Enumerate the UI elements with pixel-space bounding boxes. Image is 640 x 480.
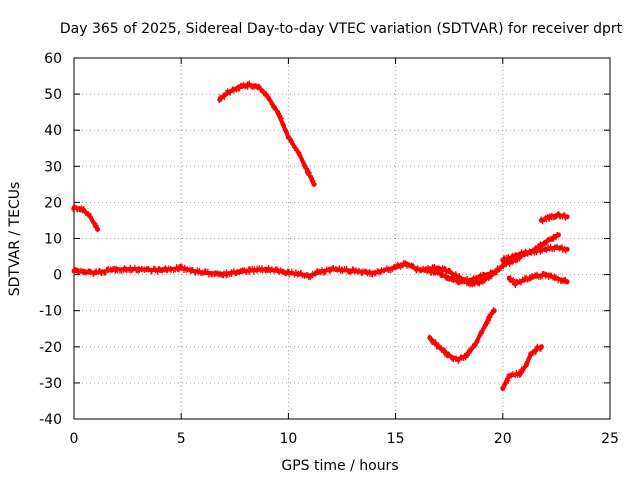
series-point-cloud <box>507 270 568 289</box>
y-tick-label: 30 <box>44 159 62 175</box>
x-tick-labels: 0 5 10 15 20 25 <box>70 431 619 447</box>
y-tick-label: 50 <box>44 87 62 103</box>
y-tick-label: -30 <box>39 376 62 392</box>
y-tick-label: 60 <box>44 51 62 67</box>
chart-title: Day 365 of 2025, Sidereal Day-to-day VTE… <box>60 21 623 37</box>
series-point-cloud <box>72 263 322 281</box>
y-tick-label: -40 <box>39 412 62 428</box>
series-arc-6 <box>427 307 497 364</box>
x-tick-label: 15 <box>387 431 405 447</box>
x-tick-label: 0 <box>70 431 79 447</box>
x-tick-label: 25 <box>601 431 619 447</box>
series-arc-8 <box>506 270 570 289</box>
x-tick-label: 10 <box>279 431 297 447</box>
series-point-cloud <box>500 343 543 392</box>
x-tick-label: 20 <box>494 431 512 447</box>
series-point-cloud <box>539 211 568 225</box>
y-tick-label: 20 <box>44 195 62 211</box>
grid-lines <box>74 58 610 419</box>
x-tick-label: 5 <box>177 431 186 447</box>
y-tick-label: 0 <box>53 268 62 284</box>
series-point-cloud <box>71 204 99 231</box>
series-point-cloud <box>500 243 568 264</box>
series-point-cloud <box>427 307 496 364</box>
tick-marks <box>73 57 611 420</box>
y-tick-label: -20 <box>39 340 62 356</box>
series-arc-3 <box>217 80 317 187</box>
series-arc-2 <box>71 263 324 281</box>
y-axis-label: SDTVAR / TECUs <box>7 182 23 297</box>
y-tick-label: 40 <box>44 123 62 139</box>
series-arc-9 <box>500 243 570 264</box>
data-series <box>71 80 570 392</box>
y-tick-labels: -40 -30 -20 -10 0 10 20 30 40 50 60 <box>39 51 62 428</box>
series-arc-7 <box>500 343 544 392</box>
series-arc-1 <box>71 204 101 232</box>
series-point-cloud <box>217 80 316 186</box>
series-point-cloud <box>319 259 493 286</box>
x-axis-label: GPS time / hours <box>281 458 398 474</box>
y-tick-label: -10 <box>39 304 62 320</box>
series-arc-10 <box>538 211 570 225</box>
y-tick-label: 10 <box>44 232 62 248</box>
